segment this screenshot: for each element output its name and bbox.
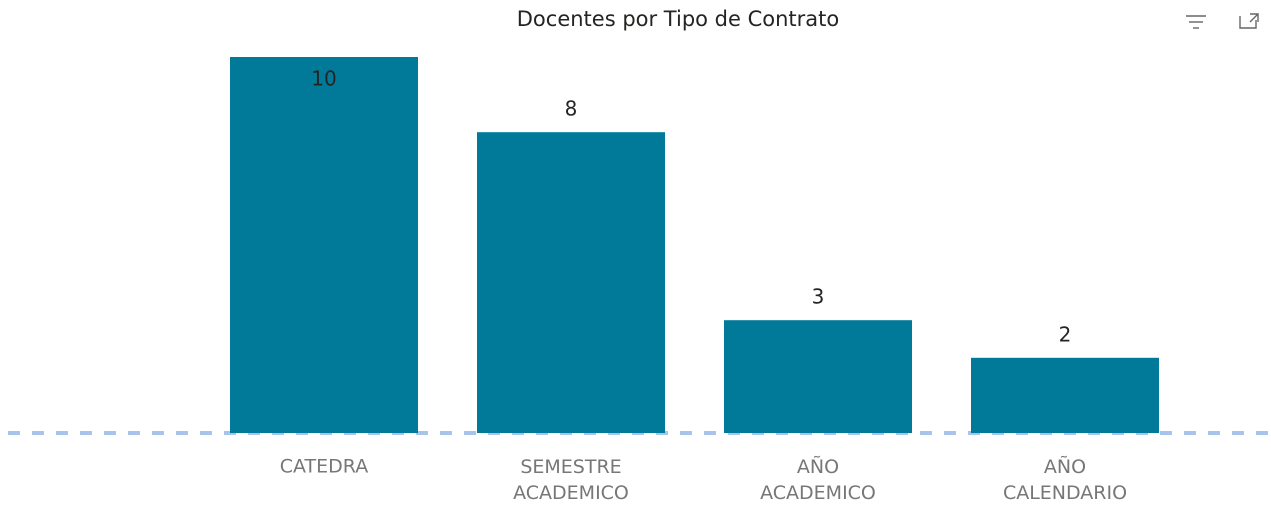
bar — [724, 320, 912, 433]
x-tick-label: CATEDRA — [280, 456, 368, 478]
x-tick-label: AÑO ACADEMICO — [760, 455, 876, 504]
bar — [971, 357, 1159, 433]
data-label: 10 — [311, 67, 336, 91]
data-label: 2 — [1059, 322, 1072, 346]
x-tick-label: SEMESTRE ACADEMICO — [513, 456, 629, 504]
bar — [230, 57, 418, 433]
bar — [477, 132, 665, 433]
data-label: 3 — [812, 285, 825, 309]
chart-title: Docentes por Tipo de Contrato — [517, 7, 840, 31]
x-tick-label: AÑO CALENDARIO — [1003, 455, 1127, 504]
focus-mode-icon[interactable] — [1239, 13, 1259, 29]
data-label: 8 — [565, 97, 578, 121]
filter-icon[interactable] — [1186, 15, 1206, 29]
